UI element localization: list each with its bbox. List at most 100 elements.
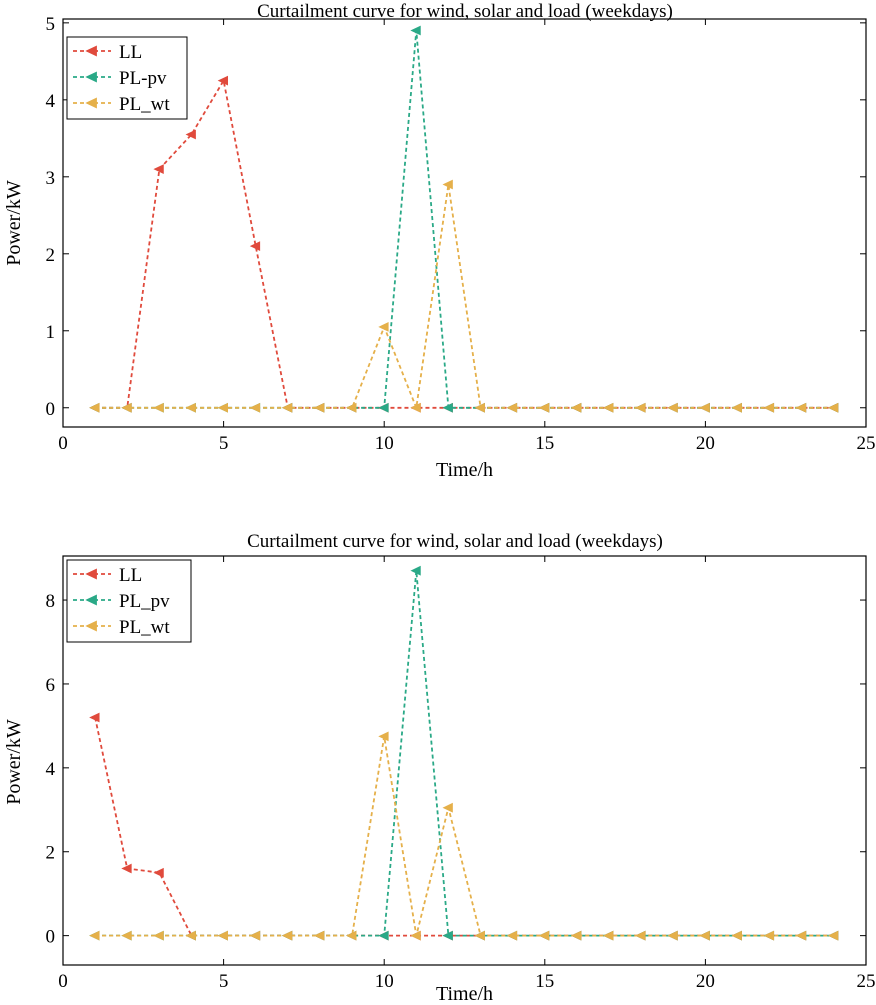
legend-swatch-marker: [85, 45, 97, 57]
series-line: [95, 30, 834, 409]
y-axis-label: Power/kW: [3, 180, 25, 266]
series-line: [95, 570, 834, 937]
data-point: [442, 930, 453, 941]
data-point: [410, 402, 421, 413]
data-point: [378, 322, 389, 332]
y-tick-label: 4: [46, 91, 56, 112]
legend-swatch-marker: [85, 568, 97, 580]
y-tick-label: 8: [46, 591, 56, 612]
series-PL_pv: [89, 565, 839, 941]
data-point: [763, 402, 775, 413]
data-point: [314, 402, 325, 413]
data-point: [699, 402, 710, 413]
y-tick-label: 1: [46, 322, 56, 343]
data-point: [474, 930, 485, 941]
data-point: [153, 867, 164, 878]
data-point: [763, 930, 775, 941]
data-point: [153, 930, 164, 941]
data-point: [410, 25, 421, 36]
data-point: [667, 402, 678, 413]
series-LL: [89, 75, 839, 413]
data-point: [538, 402, 550, 413]
legend-swatch-marker: [85, 71, 97, 83]
series-LL: [89, 712, 839, 941]
x-tick-label: 20: [696, 971, 715, 992]
series-PL-pv: [89, 25, 839, 413]
data-point: [378, 930, 389, 941]
data-point: [410, 565, 421, 576]
y-tick-label: 5: [46, 14, 56, 35]
data-point: [249, 402, 261, 413]
legend-label: PL-pv: [119, 68, 167, 89]
legend-swatch-marker: [85, 620, 97, 632]
data-point: [249, 930, 261, 941]
plot-frame: [62, 18, 867, 428]
y-tick-label: 0: [46, 927, 56, 948]
data-point: [185, 930, 196, 941]
series-PL_wt: [89, 179, 839, 413]
data-point: [603, 402, 614, 413]
data-point: [699, 930, 710, 941]
data-point: [635, 402, 646, 413]
data-point: [89, 930, 100, 941]
chart-2: Curtailment curve for wind, solar and lo…: [3, 531, 876, 1005]
series-line: [95, 78, 834, 409]
x-tick-label: 10: [375, 433, 394, 454]
x-tick-label: 15: [535, 971, 554, 992]
legend-label: LL: [119, 42, 142, 63]
x-tick-label: 5: [219, 971, 229, 992]
data-point: [731, 930, 742, 941]
data-point: [570, 930, 582, 941]
data-point: [506, 402, 518, 413]
data-point: [217, 75, 228, 86]
data-point: [281, 402, 293, 413]
chart-title: Curtailment curve for wind, solar and lo…: [247, 531, 663, 552]
series-line: [95, 184, 834, 412]
y-tick-label: 6: [46, 675, 56, 696]
legend-label: PL_wt: [119, 94, 170, 115]
data-point: [185, 129, 196, 140]
data-point: [442, 402, 453, 413]
data-point: [506, 930, 518, 941]
series-PL_wt: [89, 731, 839, 941]
series-line: [95, 736, 834, 937]
x-tick-label: 25: [857, 433, 876, 454]
x-tick-label: 0: [58, 971, 68, 992]
x-axis-label: Time/h: [436, 983, 493, 1005]
data-point: [603, 930, 614, 941]
chart-1: Curtailment curve for wind, solar and lo…: [3, 1, 876, 481]
data-point: [153, 164, 164, 174]
data-point: [538, 930, 550, 941]
legend: LL PL-pv PL_wt: [66, 36, 188, 120]
data-point: [185, 402, 196, 413]
data-point: [827, 930, 839, 941]
x-axis-label: Time/h: [436, 459, 493, 481]
y-tick-label: 4: [46, 759, 56, 780]
data-point: [89, 402, 100, 413]
data-point: [89, 712, 100, 723]
legend-swatch-marker: [85, 97, 97, 109]
data-point: [731, 402, 742, 413]
data-point: [442, 179, 453, 190]
data-point: [249, 241, 261, 251]
data-point: [217, 402, 228, 413]
data-point: [442, 802, 453, 813]
data-point: [474, 402, 485, 413]
y-axis-label: Power/kW: [3, 719, 25, 805]
chart-title: Curtailment curve for wind, solar and lo…: [257, 1, 673, 22]
legend-label: PL_pv: [119, 591, 170, 612]
data-point: [121, 863, 132, 874]
plot-frame: [62, 555, 867, 966]
legend-label: LL: [119, 565, 142, 586]
data-point: [217, 930, 228, 941]
x-tick-label: 0: [58, 433, 68, 454]
x-tick-label: 10: [375, 971, 394, 992]
x-tick-label: 15: [535, 433, 554, 454]
data-point: [635, 930, 646, 941]
data-point: [378, 731, 389, 742]
data-point: [346, 930, 357, 941]
data-point: [795, 930, 807, 941]
legend: LL PL_pv PL_wt: [66, 559, 192, 643]
data-point: [378, 402, 389, 413]
